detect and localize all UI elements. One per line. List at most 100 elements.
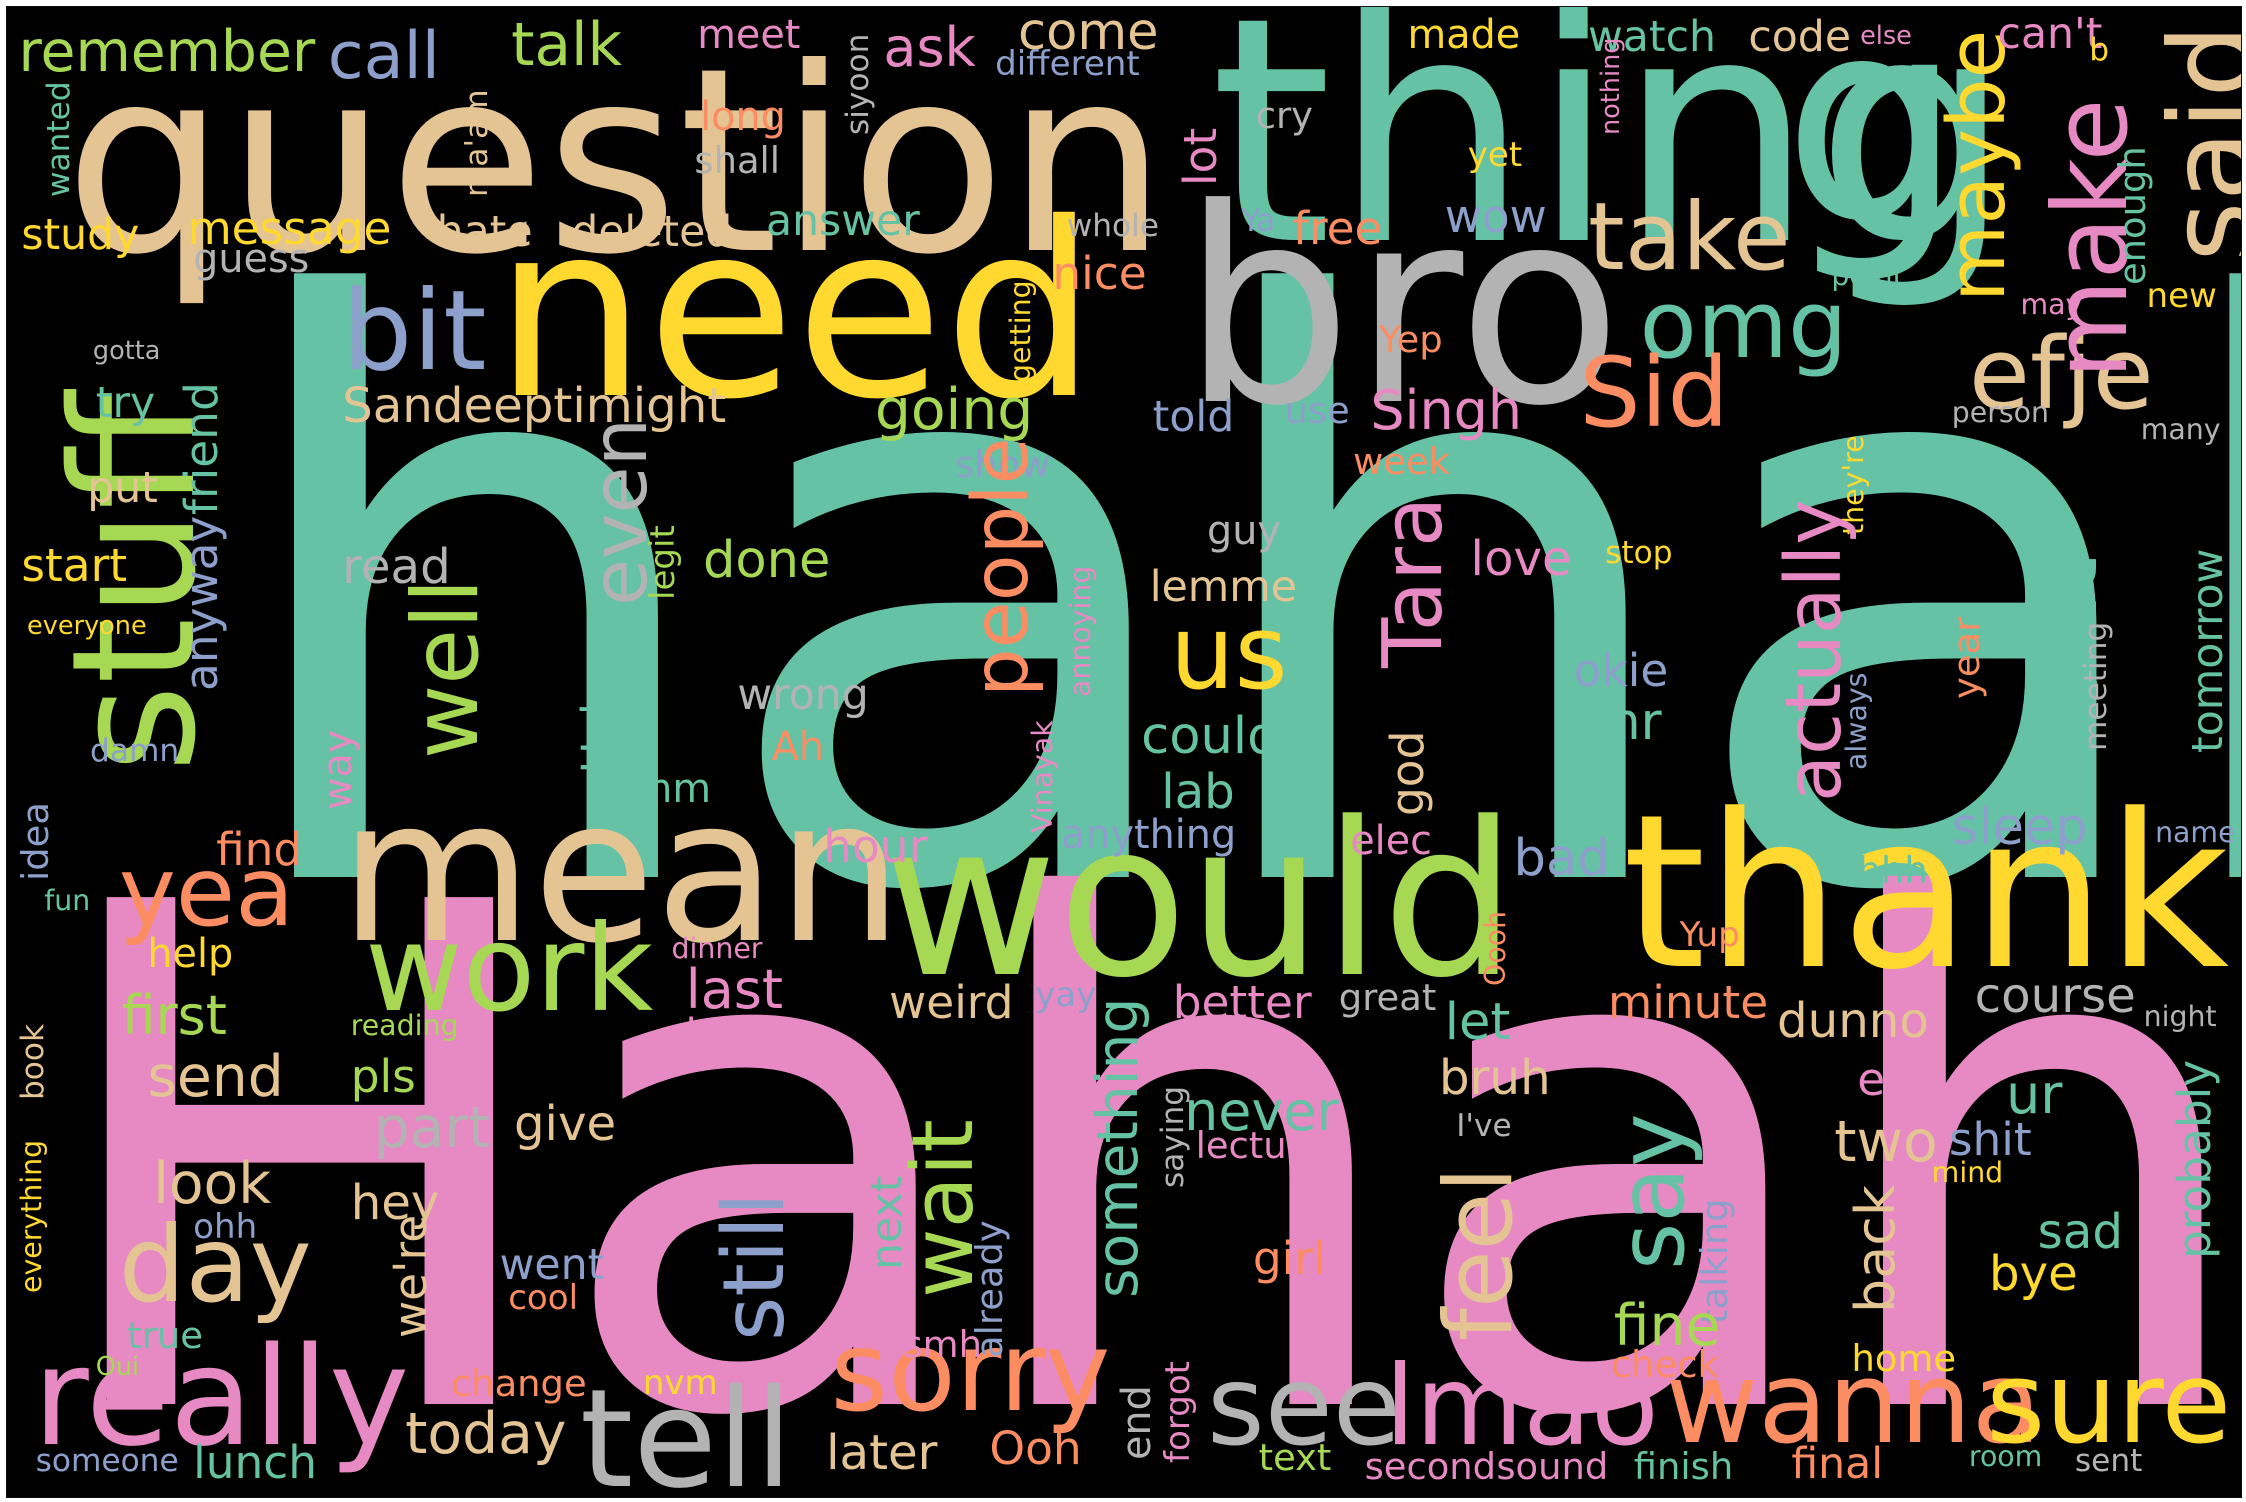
word-keep: keep (685, 1010, 782, 1057)
word-sent: sent (2074, 1442, 2143, 1479)
word-annoying: annoying (1063, 565, 1097, 697)
word-god: god (1380, 730, 1434, 816)
word-come: come (1018, 6, 1159, 62)
word-never: never (1184, 1080, 1339, 1144)
word-way: way (315, 729, 362, 811)
word-nvm: nvm (642, 1363, 718, 1404)
word-made: made (1407, 11, 1521, 58)
word-help: help (147, 931, 234, 978)
word-person: person (1951, 395, 2049, 429)
word-thank: thank (1622, 769, 2230, 1018)
word-new: new (2146, 276, 2217, 317)
word-really: really (32, 1318, 410, 1477)
word-lunch: lunch (193, 1436, 318, 1490)
word-let: let (1444, 993, 1511, 1053)
word-could: could (1141, 706, 1280, 766)
word-watch: watch (1587, 11, 1716, 62)
word-went: went (499, 1240, 605, 1291)
word-saying: saying (1155, 1085, 1192, 1188)
word-wrong: wrong (737, 669, 869, 720)
word-wow: wow (1444, 190, 1547, 244)
word-else: else (1860, 21, 1912, 52)
word-hour: hour (823, 820, 928, 874)
word-forgot: forgot (1158, 1360, 1199, 1463)
word-smh: smh (903, 1322, 982, 1366)
word-enough: enough (2110, 146, 2154, 286)
word-talk: talk (511, 10, 623, 80)
word-name: name (2155, 815, 2236, 849)
word-different: different (995, 43, 1140, 84)
word-hate: hate (436, 207, 533, 258)
word-eat: eat (1857, 1053, 1931, 1107)
word-Ugh: Ugh (572, 688, 623, 774)
word-many: many (2140, 412, 2221, 446)
word-tomorrow: tomorrow (2182, 549, 2233, 754)
word-minute: minute (1608, 976, 1769, 1030)
word-mean: mean (339, 756, 903, 988)
word-done: done (702, 530, 831, 590)
word-yet: yet (1467, 134, 1523, 175)
word-Tara: Tara (1366, 496, 1462, 669)
word-mind: mind (1931, 1156, 2004, 1190)
word-lot: lot (1174, 127, 1228, 186)
word-wanted: wanted (41, 81, 78, 198)
word-love: love (1470, 530, 1572, 587)
word-wanna: wanna (1665, 1336, 2042, 1469)
word-Oui: Oui (95, 1352, 140, 1383)
word-end: end (1114, 1385, 1161, 1461)
word-well: well (394, 578, 500, 760)
word-Vinayak: Vinayak (1026, 720, 1060, 833)
word-people: people (956, 436, 1046, 697)
word-message: message (187, 201, 392, 255)
word-efje: efje (1968, 316, 2154, 432)
word-Oooh: Oooh (1479, 911, 1512, 987)
word-book: book (15, 1023, 52, 1100)
word-sleep: sleep (1951, 797, 2088, 857)
word-meeting: meeting (2077, 621, 2114, 751)
word-something: something (1084, 997, 1151, 1299)
word-work: work (365, 899, 654, 1039)
word-even: even (575, 417, 665, 606)
word-b: b (2089, 32, 2109, 69)
word-cloud: hahah Hahaha question thing need bro mea… (6, 6, 2242, 1498)
word-start: start (21, 539, 128, 593)
word-fun: fun (44, 883, 91, 917)
word-everything: everything (15, 1139, 49, 1293)
word-lecture: lecture (1195, 1124, 1324, 1168)
word-g: g (1782, 6, 1963, 288)
word-ask: ask (883, 16, 976, 80)
word-guess: guess (193, 235, 310, 282)
word-sad: sad (2037, 1203, 2123, 1260)
word-long: long (700, 93, 786, 140)
word-bruh: bruh (1439, 1050, 1551, 1107)
word-back: back (1843, 1184, 1907, 1313)
word-put: put (87, 462, 158, 513)
word-still: still (704, 1192, 804, 1341)
word-sorry: sorry (830, 1308, 1111, 1438)
word-girl: girl (1252, 1231, 1326, 1285)
word-Ohhh: Ohhh (1828, 848, 1928, 892)
word-need: need (493, 171, 1097, 453)
word-maybe: maybe (1930, 29, 2024, 303)
word-damn: damn (90, 733, 180, 770)
word-text: text (1258, 1436, 1332, 1480)
word-going: going (874, 376, 1034, 443)
word-sound: sound (1496, 1444, 1609, 1488)
word-call: call (327, 18, 440, 95)
word-tell: tell (579, 1361, 793, 1498)
word-tmr: tmr (1570, 692, 1662, 752)
word-getting: getting (1003, 280, 1037, 382)
word-bit: bit (342, 266, 487, 396)
word-gotta: gotta (92, 336, 161, 367)
word-someone: someone (35, 1442, 179, 1479)
word-give: give (513, 1095, 617, 1152)
word-stop: stop (1605, 534, 1673, 571)
word-night: night (2143, 1000, 2217, 1034)
word-lab: lab (1161, 763, 1235, 820)
word-Ya: Ya (1241, 202, 1276, 239)
word-week: week (1353, 440, 1451, 484)
word-day: day (118, 1204, 312, 1327)
word-told: told (1152, 391, 1235, 442)
word-part: part (373, 1094, 490, 1161)
word-check: check (1610, 1342, 1719, 1386)
